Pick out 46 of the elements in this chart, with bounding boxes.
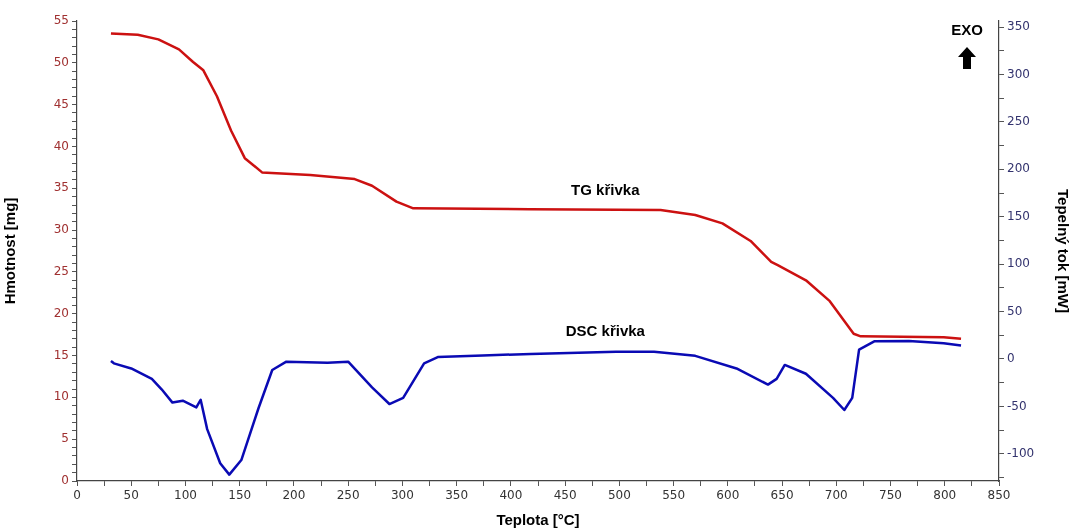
x-tick-label: 400 — [499, 488, 523, 503]
series-label: DSC křivka — [565, 322, 646, 340]
y2-tick-label: 300 — [1007, 66, 1030, 81]
y-tick-label: 50 — [53, 54, 69, 69]
x-tick-label: 750 — [879, 488, 902, 503]
series-label: TG křivka — [571, 180, 641, 198]
y-tick-label: 55 — [53, 13, 69, 28]
x-tick-label: 250 — [336, 488, 360, 503]
x-tick-label: 150 — [228, 488, 252, 503]
y2-tick-label: 350 — [1007, 19, 1030, 34]
y-tick-label: 45 — [53, 96, 69, 111]
x-tick-label: 500 — [607, 488, 631, 503]
x-tick-label: 300 — [390, 488, 414, 503]
x-tick-label: 0 — [73, 488, 81, 503]
y-tick-label: 10 — [53, 389, 69, 404]
y-tick-label: 5 — [61, 431, 69, 446]
y2-tick-label: -50 — [1007, 398, 1027, 413]
y-tick-label: 20 — [53, 305, 69, 320]
x-tick-label: 100 — [174, 488, 197, 503]
x-tick-label: 700 — [824, 488, 848, 503]
x-tick-label: 200 — [282, 488, 306, 503]
x-tick-label: 50 — [123, 488, 139, 503]
x-tick-label: 600 — [716, 488, 740, 503]
y-tick-label: 25 — [53, 264, 69, 279]
y2-axis-title: Tepelný tok [mW] — [1054, 189, 1072, 313]
y-tick-label: 30 — [53, 222, 69, 237]
x-tick-label: 550 — [662, 488, 686, 503]
x-axis-title: Teplota [°C] — [496, 511, 580, 529]
x-tick-label: 850 — [987, 488, 1011, 503]
y2-tick-label: 200 — [1007, 161, 1030, 176]
y-axis-title: Hmotnost [mg] — [1, 197, 19, 305]
y2-tick-label: 100 — [1007, 256, 1030, 271]
y2-tick-label: 50 — [1007, 303, 1023, 318]
y-tick-label: 40 — [53, 138, 69, 153]
x-tick-label: 650 — [770, 488, 794, 503]
x-tick-label: 450 — [553, 488, 577, 503]
annotation: EXO — [951, 20, 984, 38]
x-tick-label: 350 — [445, 488, 469, 503]
y2-tick-label: 250 — [1007, 114, 1030, 129]
y-tick-label: 35 — [53, 180, 69, 195]
y-tick-label: 15 — [53, 347, 69, 362]
y2-tick-label: 150 — [1007, 208, 1030, 223]
y2-tick-label: -100 — [1007, 445, 1035, 460]
y2-tick-label: 0 — [1007, 351, 1015, 366]
x-tick-label: 800 — [933, 488, 957, 503]
y-tick-label: 0 — [61, 473, 69, 488]
